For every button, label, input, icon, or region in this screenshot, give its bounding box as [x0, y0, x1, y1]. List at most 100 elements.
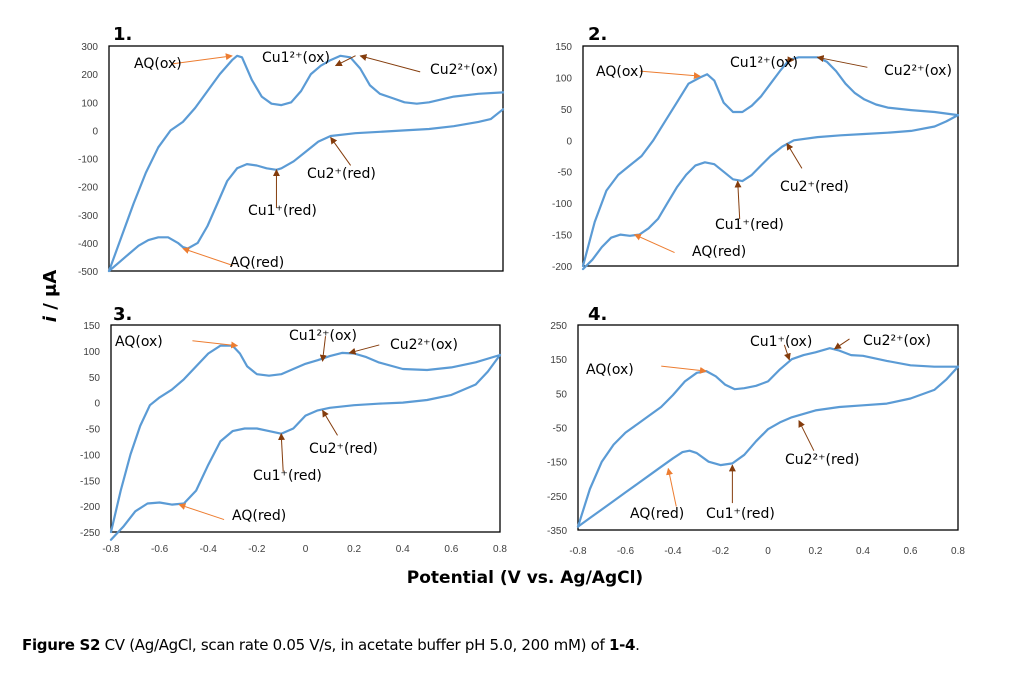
- annotation-label: AQ(ox): [115, 334, 163, 350]
- annotation-arrow: [783, 344, 791, 361]
- y-tick-label: 50: [89, 373, 101, 384]
- caption-figure-number: Figure S2: [22, 636, 101, 654]
- cv-trace-reverse: [109, 353, 502, 541]
- annotation-label: AQ(red): [230, 255, 284, 271]
- annotation-arrow: [348, 344, 380, 355]
- annotation-arrow: [182, 247, 234, 266]
- cv-trace-forward: [576, 347, 960, 528]
- annotation-label: Cu1⁺(ox): [750, 334, 812, 350]
- annotation-arrow: [178, 503, 225, 521]
- annotation-arrow: [172, 53, 233, 65]
- x-tick-label: -0.2: [712, 546, 730, 557]
- y-tick-label: 0: [566, 136, 572, 147]
- panel-number: 4.: [588, 304, 607, 325]
- annotation-arrow: [192, 340, 239, 349]
- y-tick-label: -250: [547, 492, 567, 503]
- y-tick-label: 100: [555, 73, 572, 84]
- annotation-label: Cu2⁺(red): [309, 441, 378, 457]
- y-tick-label: -200: [80, 502, 100, 513]
- annotation-label: Cu2²⁺(ox): [390, 337, 458, 353]
- panel-number: 3.: [113, 304, 132, 325]
- annotation-label: Cu2²⁺(ox): [863, 333, 931, 349]
- x-tick-label: 0.6: [444, 544, 458, 555]
- x-tick-label: -0.6: [151, 544, 169, 555]
- annotation-label: Cu1²⁺(ox): [262, 50, 330, 66]
- y-tick-label: 50: [556, 389, 568, 400]
- caption-text: CV (Ag/AgCl, scan rate 0.05 V/s, in acet…: [100, 636, 609, 654]
- y-tick-label: 150: [555, 42, 572, 53]
- annotation-label: Cu2²⁺(red): [785, 452, 859, 468]
- y-tick-label: -50: [553, 424, 568, 435]
- annotation-arrow: [816, 55, 868, 68]
- y-axis-label: i / μA: [40, 270, 61, 323]
- y-tick-label: 250: [550, 321, 567, 332]
- cv-panel-4: 4. 250 150 50 -50 -150 -250 -350-0.8 -0.6 -0.4 -0.…: [547, 304, 965, 557]
- y-tick-label: 300: [81, 42, 98, 53]
- x-tick-label: -0.6: [617, 546, 635, 557]
- annotation-label: AQ(ox): [596, 64, 644, 80]
- x-tick-label: 0.6: [904, 546, 918, 557]
- annotation-label: Cu1⁺(red): [253, 468, 322, 484]
- x-axis-label: Potential (V vs. Ag/AgCl): [407, 568, 643, 588]
- x-tick-label: 0.4: [856, 546, 870, 557]
- y-tick-label: -100: [78, 155, 98, 166]
- x-tick-label: -0.8: [102, 544, 120, 555]
- plot-frame: [110, 324, 501, 533]
- y-tick-label: -100: [552, 199, 572, 210]
- y-tick-label: 200: [81, 70, 98, 81]
- cv-panel-3: 3. 150 100 50 0 -50 -100 -150 -200 -250-0.8 -0.6 -0…: [80, 304, 507, 555]
- y-tick-label: 100: [83, 347, 100, 358]
- y-tick-label: -150: [80, 476, 100, 487]
- y-tick-label: -500: [78, 267, 98, 278]
- plot-frame: [582, 45, 959, 267]
- annotation-label: Cu1²⁺(ox): [289, 328, 357, 344]
- panel-number: 1.: [113, 24, 132, 45]
- annotation-label: Cu1²⁺(ox): [730, 55, 798, 71]
- x-tick-label: 0.4: [396, 544, 410, 555]
- annotation-label: Cu2²⁺(ox): [430, 62, 498, 78]
- annotation-label: Cu2²⁺(ox): [884, 63, 952, 79]
- annotation-label: Cu2⁺(red): [780, 179, 849, 195]
- cv-panel-1: 1. 300 200 100 0 -100 -200 -300 -400 -500 AQ(ox) Cu…: [78, 24, 505, 278]
- x-tick-label: 0.2: [347, 544, 361, 555]
- cv-trace-forward: [109, 344, 502, 534]
- annotation-label: AQ(ox): [134, 56, 182, 72]
- y-tick-label: -200: [552, 262, 572, 273]
- annotation-label: AQ(red): [630, 506, 684, 522]
- y-tick-label: -100: [80, 450, 100, 461]
- y-tick-label: -50: [86, 425, 101, 436]
- cv-trace-forward: [581, 56, 960, 268]
- annotation-arrow: [661, 365, 707, 374]
- y-tick-label: -250: [80, 528, 100, 539]
- annotation-arrow: [786, 142, 803, 169]
- y-tick-label: 150: [83, 321, 100, 332]
- annotation-label: Cu2⁺(red): [307, 166, 376, 182]
- x-tick-label: -0.4: [200, 544, 218, 555]
- annotation-arrow: [334, 55, 356, 67]
- annotation-arrow: [734, 180, 742, 220]
- y-tick-label: -150: [552, 231, 572, 242]
- y-tick-label: 0: [94, 399, 100, 410]
- cv-trace-reverse: [576, 365, 960, 528]
- x-tick-label: 0: [303, 544, 309, 555]
- annotation-arrow: [833, 338, 850, 350]
- panel-number: 2.: [588, 24, 607, 45]
- x-tick-label: -0.2: [248, 544, 266, 555]
- annotation-arrow: [798, 420, 815, 451]
- figure-caption: Figure S2 CV (Ag/AgCl, scan rate 0.05 V/…: [22, 636, 640, 654]
- cv-panel-2: 2. 150 100 50 0 -50 -100 -150 -200 AQ(ox) Cu1²⁺(ox…: [552, 24, 960, 273]
- annotation-label: AQ(ox): [586, 362, 634, 378]
- x-tick-label: 0.8: [493, 544, 507, 555]
- y-tick-label: 100: [81, 98, 98, 109]
- cv-trace-reverse: [581, 114, 960, 271]
- x-tick-label: -0.8: [569, 546, 587, 557]
- caption-compounds: 1-4: [608, 636, 636, 654]
- y-tick-label: 150: [550, 355, 567, 366]
- annotation-label: AQ(red): [692, 244, 746, 260]
- y-axis-label-unit: / μA: [40, 270, 61, 316]
- y-tick-label: -300: [78, 211, 98, 222]
- cv-trace-forward: [107, 54, 505, 273]
- annotation-arrow: [633, 233, 675, 254]
- y-axis-label-italic: i: [40, 315, 61, 322]
